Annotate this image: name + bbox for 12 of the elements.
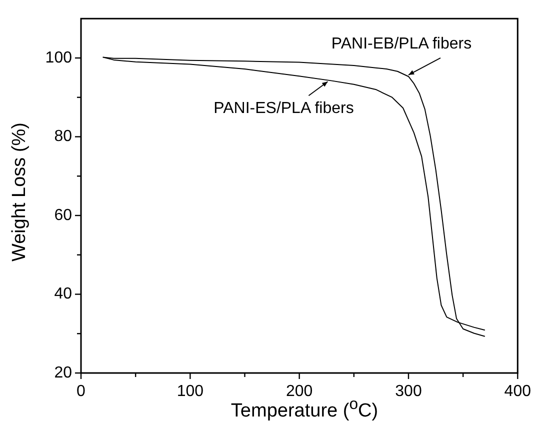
y-tick-label: 100	[45, 49, 72, 66]
x-tick-label: 300	[395, 383, 422, 400]
y-tick-label: 20	[54, 364, 72, 382]
x-tick-label: 0	[76, 383, 86, 400]
y-tick-label: 60	[54, 206, 72, 224]
annotation: PANI-EB/PLA fibers	[331, 35, 472, 52]
annotation: PANI-ES/PLA fibers	[214, 100, 354, 118]
y-tick-label: 80	[54, 128, 72, 146]
x-tick-label: 400	[504, 383, 532, 400]
y-tick-label: 40	[54, 286, 72, 303]
y-axis-title: Weight Loss (%)	[9, 122, 31, 262]
x-tick-label: 100	[176, 383, 204, 400]
